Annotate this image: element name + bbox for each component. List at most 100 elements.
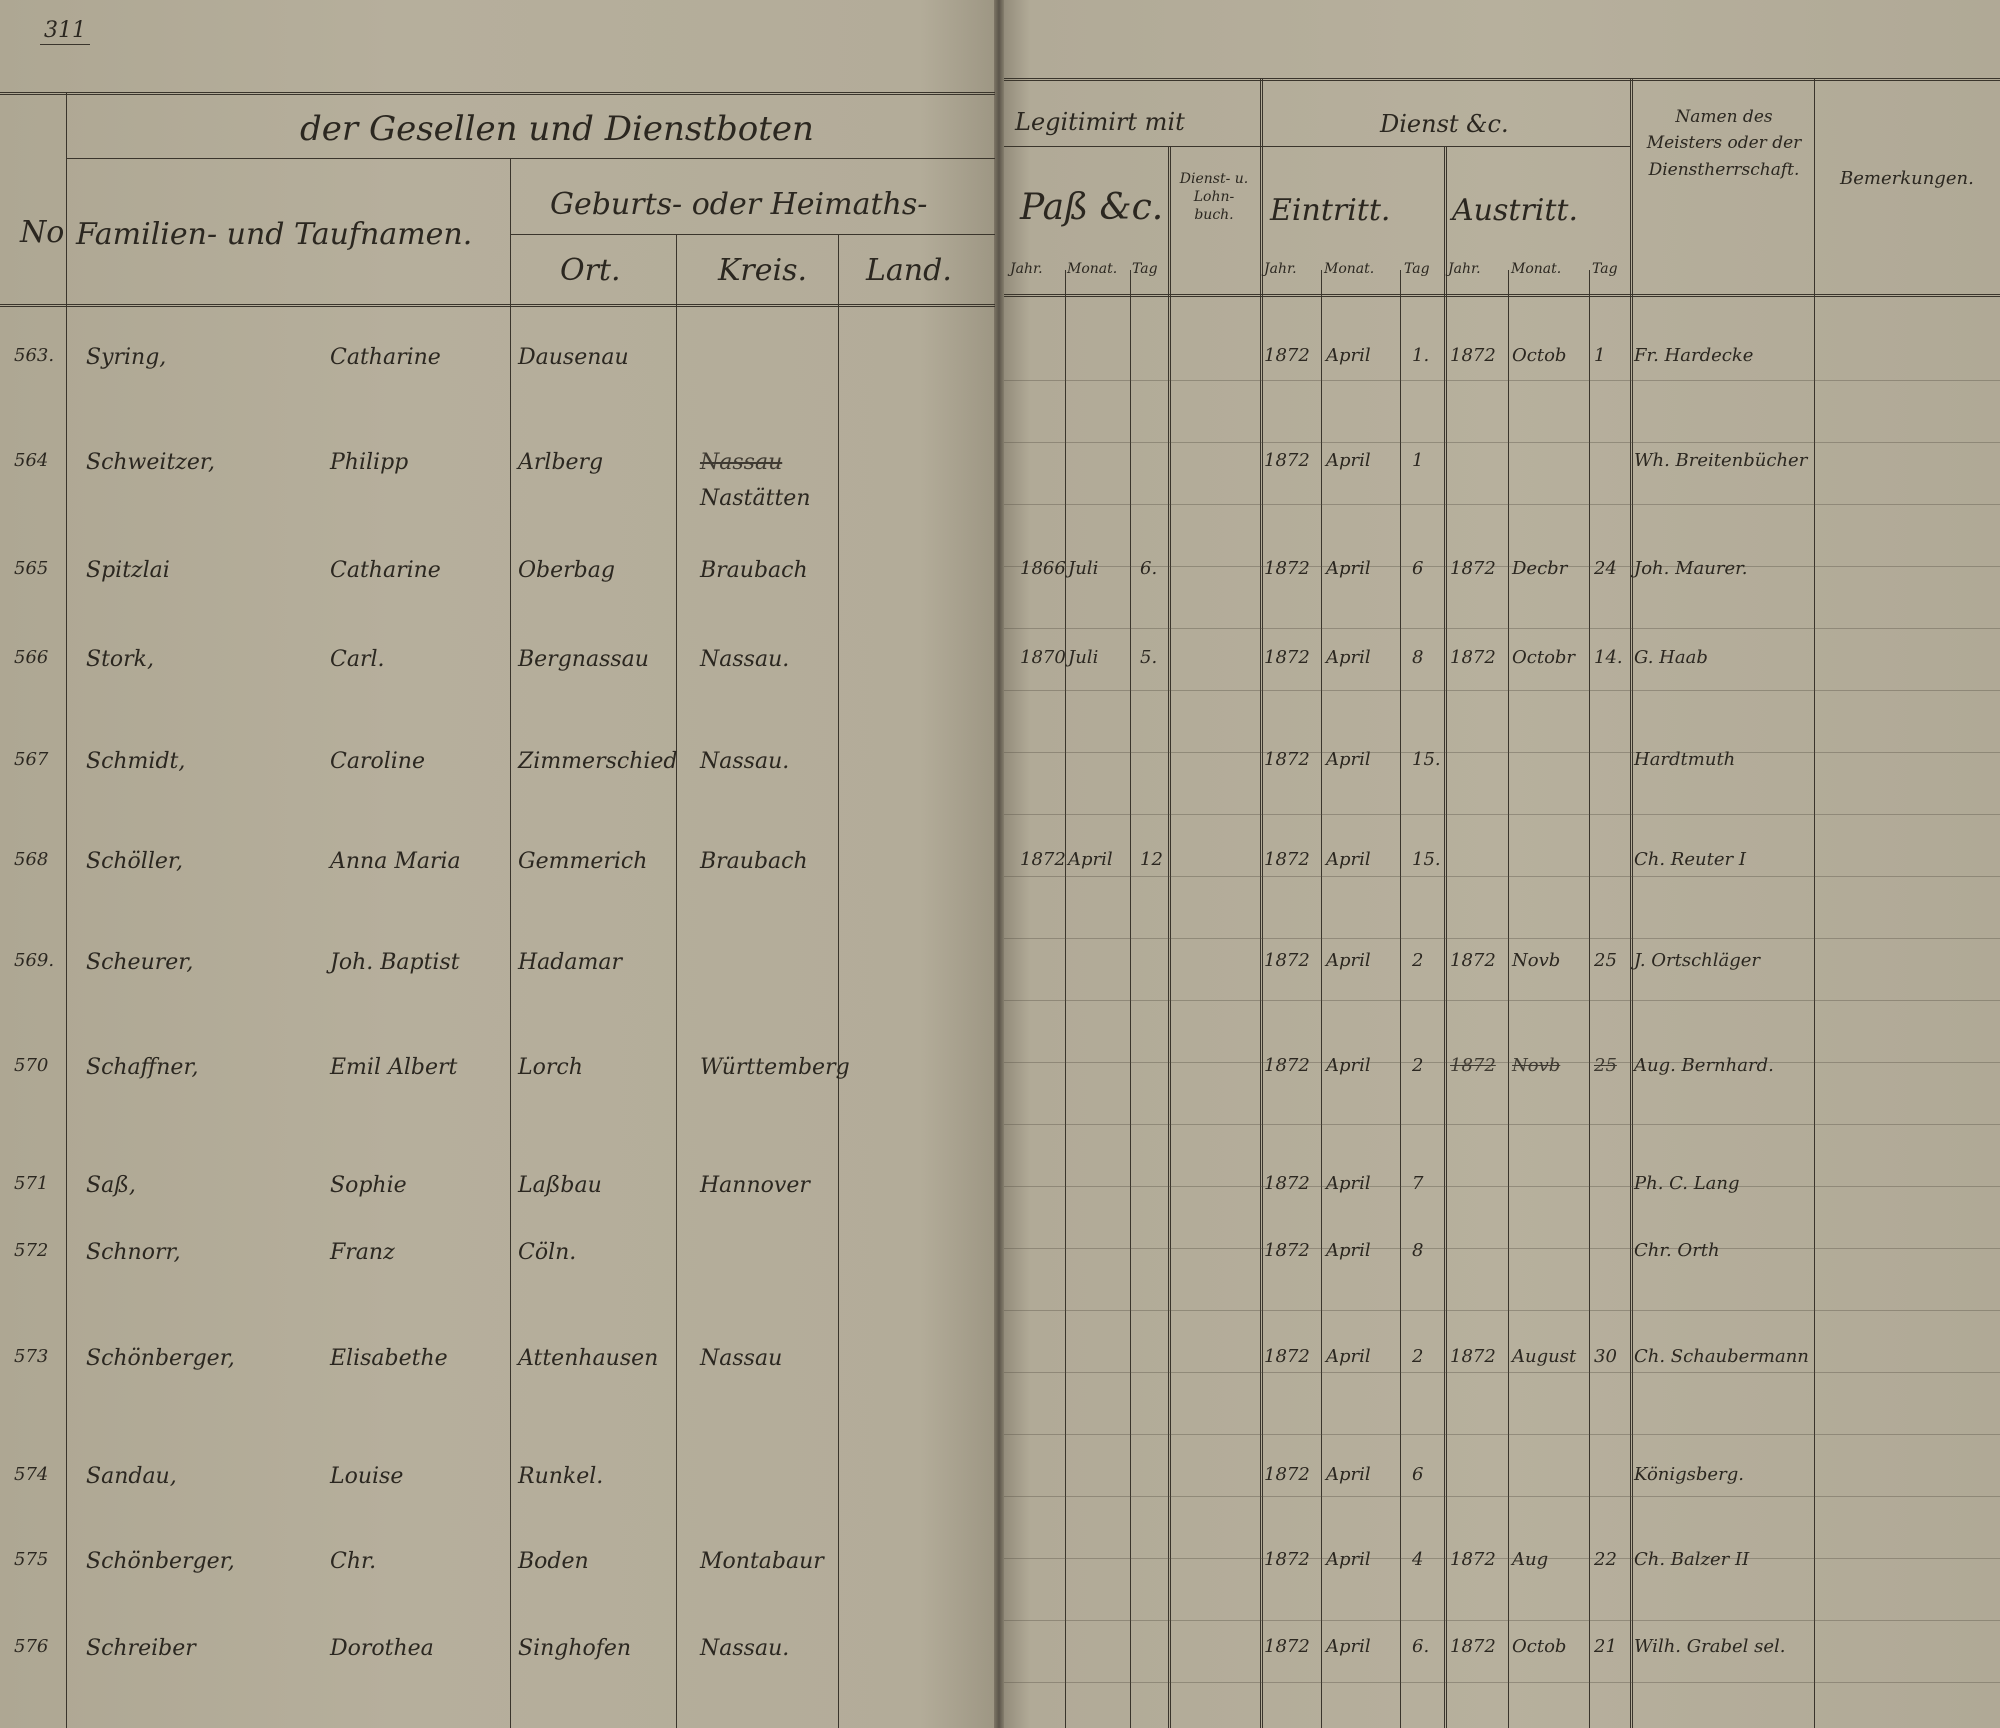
header-jahr: Jahr.: [1448, 261, 1481, 277]
entry-ort: Zimmerschied: [518, 749, 678, 774]
entry-ort: Runkel.: [518, 1464, 604, 1489]
entry-end-year: 1872: [1450, 647, 1496, 668]
entry-start-year: 1872: [1264, 1549, 1310, 1570]
entry-start-year: 1872: [1264, 345, 1310, 366]
entry-start-day: 8: [1412, 647, 1424, 668]
entry-start-year: 1872: [1264, 1464, 1310, 1485]
entry-ort: Arlberg: [518, 450, 604, 475]
entry-start-year: 1872: [1264, 749, 1310, 770]
entry-employer: J. Ortschläger: [1634, 950, 1761, 971]
entry-ort: Bergnassau: [518, 647, 649, 672]
entry-end-day: 30: [1594, 1346, 1617, 1367]
entry-given-name: Anna Maria: [330, 849, 461, 874]
entry-employer: Wh. Breitenbücher: [1634, 450, 1808, 471]
header-dienstbuch: Dienst- u. Lohn- buch.: [1179, 171, 1249, 224]
header-jahr: Jahr.: [1010, 261, 1043, 277]
entry-pass-day: 5.: [1140, 647, 1158, 668]
entry-pass-month: Juli: [1068, 558, 1099, 579]
vertical-rule: [1814, 78, 1815, 1728]
entry-end-month: Octob: [1512, 345, 1567, 366]
vertical-rule: [838, 234, 839, 1728]
header-pass: Paß &c.: [1020, 187, 1164, 228]
entry-start-year: 1872: [1264, 558, 1310, 579]
horizontal-rule: [1004, 1000, 2000, 1001]
entry-kreis: Nassau: [700, 1346, 783, 1371]
entry-start-month: April: [1326, 1173, 1371, 1194]
entry-surname: Spitzlai: [86, 558, 170, 583]
right-page: [1000, 0, 2000, 1728]
entry-kreis: Montabaur: [700, 1549, 824, 1574]
header-meister: Namen des Meisters oder der Dienstherrsc…: [1646, 107, 1802, 180]
vertical-rule: [1065, 270, 1066, 1728]
header-left-title: der Gesellen und Dienstboten: [300, 109, 814, 149]
horizontal-rule: [1004, 1434, 2000, 1435]
entry-end-day: 21: [1594, 1636, 1617, 1657]
entry-end-month: August: [1512, 1346, 1577, 1367]
header-dienst: Dienst &c.: [1380, 110, 1509, 138]
entry-kreis: Württemberg: [700, 1055, 850, 1080]
entry-surname: Sandau,: [86, 1464, 177, 1489]
header-ort: Ort.: [560, 253, 621, 288]
entry-start-month: April: [1326, 849, 1371, 870]
horizontal-rule: [1004, 566, 2000, 567]
entry-kreis-struck: Nassau: [700, 450, 783, 475]
entry-number: 572: [14, 1240, 49, 1261]
entry-surname: Schreiber: [86, 1636, 196, 1661]
header-monat: Monat.: [1511, 261, 1562, 277]
entry-start-day: 7: [1412, 1173, 1424, 1194]
vertical-rule: [66, 92, 67, 1728]
entry-start-month: April: [1326, 1636, 1371, 1657]
entry-end-day: 22: [1594, 1549, 1617, 1570]
entry-start-year: 1872: [1264, 849, 1310, 870]
horizontal-rule: [0, 304, 995, 307]
entry-number: 570: [14, 1055, 49, 1076]
entry-employer: G. Haab: [1634, 647, 1708, 668]
horizontal-rule: [1004, 1310, 2000, 1311]
entry-ort: Singhofen: [518, 1636, 632, 1661]
header-monat: Monat.: [1324, 261, 1375, 277]
entry-number: 564: [14, 450, 49, 471]
horizontal-rule: [1004, 1248, 2000, 1249]
entry-start-year: 1872: [1264, 950, 1310, 971]
vertical-rule: [1321, 270, 1322, 1728]
entry-given-name: Philipp: [330, 450, 409, 475]
entry-start-year: 1872: [1264, 1636, 1310, 1657]
header-names: Familien- und Taufnamen.: [76, 217, 473, 252]
vertical-rule: [1508, 270, 1509, 1728]
entry-kreis: Nassau.: [700, 647, 790, 672]
entry-ort: Boden: [518, 1549, 589, 1574]
entry-surname: Schönberger,: [86, 1549, 235, 1574]
horizontal-rule: [510, 234, 995, 235]
vertical-rule: [1130, 270, 1131, 1728]
entry-end-day: 1: [1594, 345, 1606, 366]
entry-start-month: April: [1326, 647, 1371, 668]
header-jahr: Jahr.: [1264, 261, 1297, 277]
entry-surname: Saß,: [86, 1173, 136, 1198]
header-tag: Tag: [1132, 261, 1158, 277]
entry-employer: Hardtmuth: [1634, 749, 1736, 770]
entry-surname: Schaffner,: [86, 1055, 199, 1080]
header-tag: Tag: [1592, 261, 1618, 277]
page-number: 311: [40, 20, 90, 45]
entry-number: 573: [14, 1346, 49, 1367]
entry-start-day: 1: [1412, 450, 1424, 471]
entry-surname: Scheurer,: [86, 950, 194, 975]
entry-employer: Ch. Reuter I: [1634, 849, 1746, 870]
entry-pass-month: April: [1068, 849, 1113, 870]
left-page: [0, 0, 1000, 1728]
entry-start-day: 15.: [1412, 849, 1441, 870]
entry-kreis: Braubach: [700, 849, 808, 874]
horizontal-rule: [1004, 876, 2000, 877]
horizontal-rule: [1004, 752, 2000, 753]
header-austritt: Austritt.: [1452, 193, 1579, 228]
header-monat: Monat.: [1067, 261, 1118, 277]
horizontal-rule: [1004, 1682, 2000, 1683]
entry-ort: Laßbau: [518, 1173, 602, 1198]
horizontal-rule: [1004, 690, 2000, 691]
entry-number: 574: [14, 1464, 49, 1485]
entry-given-name: Franz: [330, 1240, 395, 1265]
entry-number: 567: [14, 749, 49, 770]
entry-kreis: Hannover: [700, 1173, 810, 1198]
entry-end-month: Octobr: [1512, 647, 1576, 668]
horizontal-rule: [0, 92, 995, 95]
